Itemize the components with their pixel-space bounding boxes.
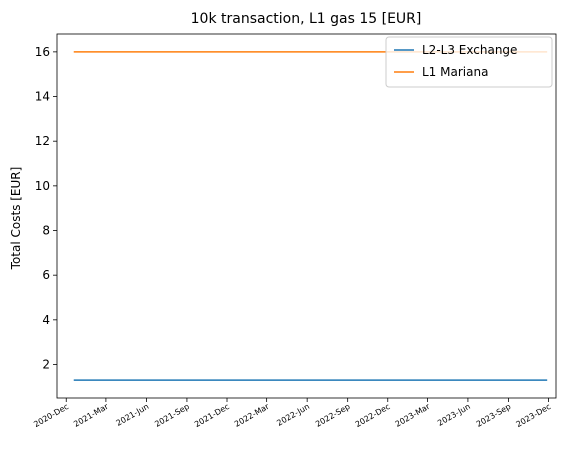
y-axis-label: Total Costs [EUR] (9, 167, 23, 271)
x-tick-label: 2023-Sep (475, 402, 513, 429)
y-tick-label: 14 (35, 90, 50, 104)
y-tick-label: 6 (42, 268, 50, 282)
x-tick-label: 2021-Dec (193, 402, 231, 429)
y-tick-label: 10 (35, 179, 50, 193)
y-tick-label: 8 (42, 224, 50, 238)
y-tick-label: 16 (35, 45, 50, 59)
x-tick-label: 2023-Mar (394, 402, 432, 429)
legend-label: L1 Mariana (422, 65, 488, 79)
x-tick-label: 2023-Dec (514, 402, 552, 429)
x-tick-label: 2023-Jun (436, 402, 472, 428)
x-tick-label: 2022-Sep (314, 402, 352, 429)
y-tick-label: 12 (35, 134, 50, 148)
y-tick-label: 2 (42, 358, 50, 372)
x-tick-label: 2022-Mar (233, 402, 271, 429)
x-tick-label: 2022-Jun (275, 402, 311, 428)
y-tick-label: 4 (42, 313, 50, 327)
legend: L2-L3 Exchange L1 Mariana (385, 36, 553, 88)
legend-label: L2-L3 Exchange (422, 43, 517, 57)
x-tick-label: 2021-Sep (153, 402, 191, 429)
series-layer (73, 51, 548, 381)
chart-title: 10k transaction, L1 gas 15 [EUR] (191, 11, 422, 27)
x-tick-label: 2021-Mar (72, 402, 110, 429)
legend-box (385, 36, 553, 88)
x-tick-label: 2020-Dec (32, 402, 70, 429)
x-tick-label: 2022-Dec (354, 402, 392, 429)
axes-frame (56, 33, 557, 399)
x-tick-label: 2021-Jun (115, 402, 151, 428)
